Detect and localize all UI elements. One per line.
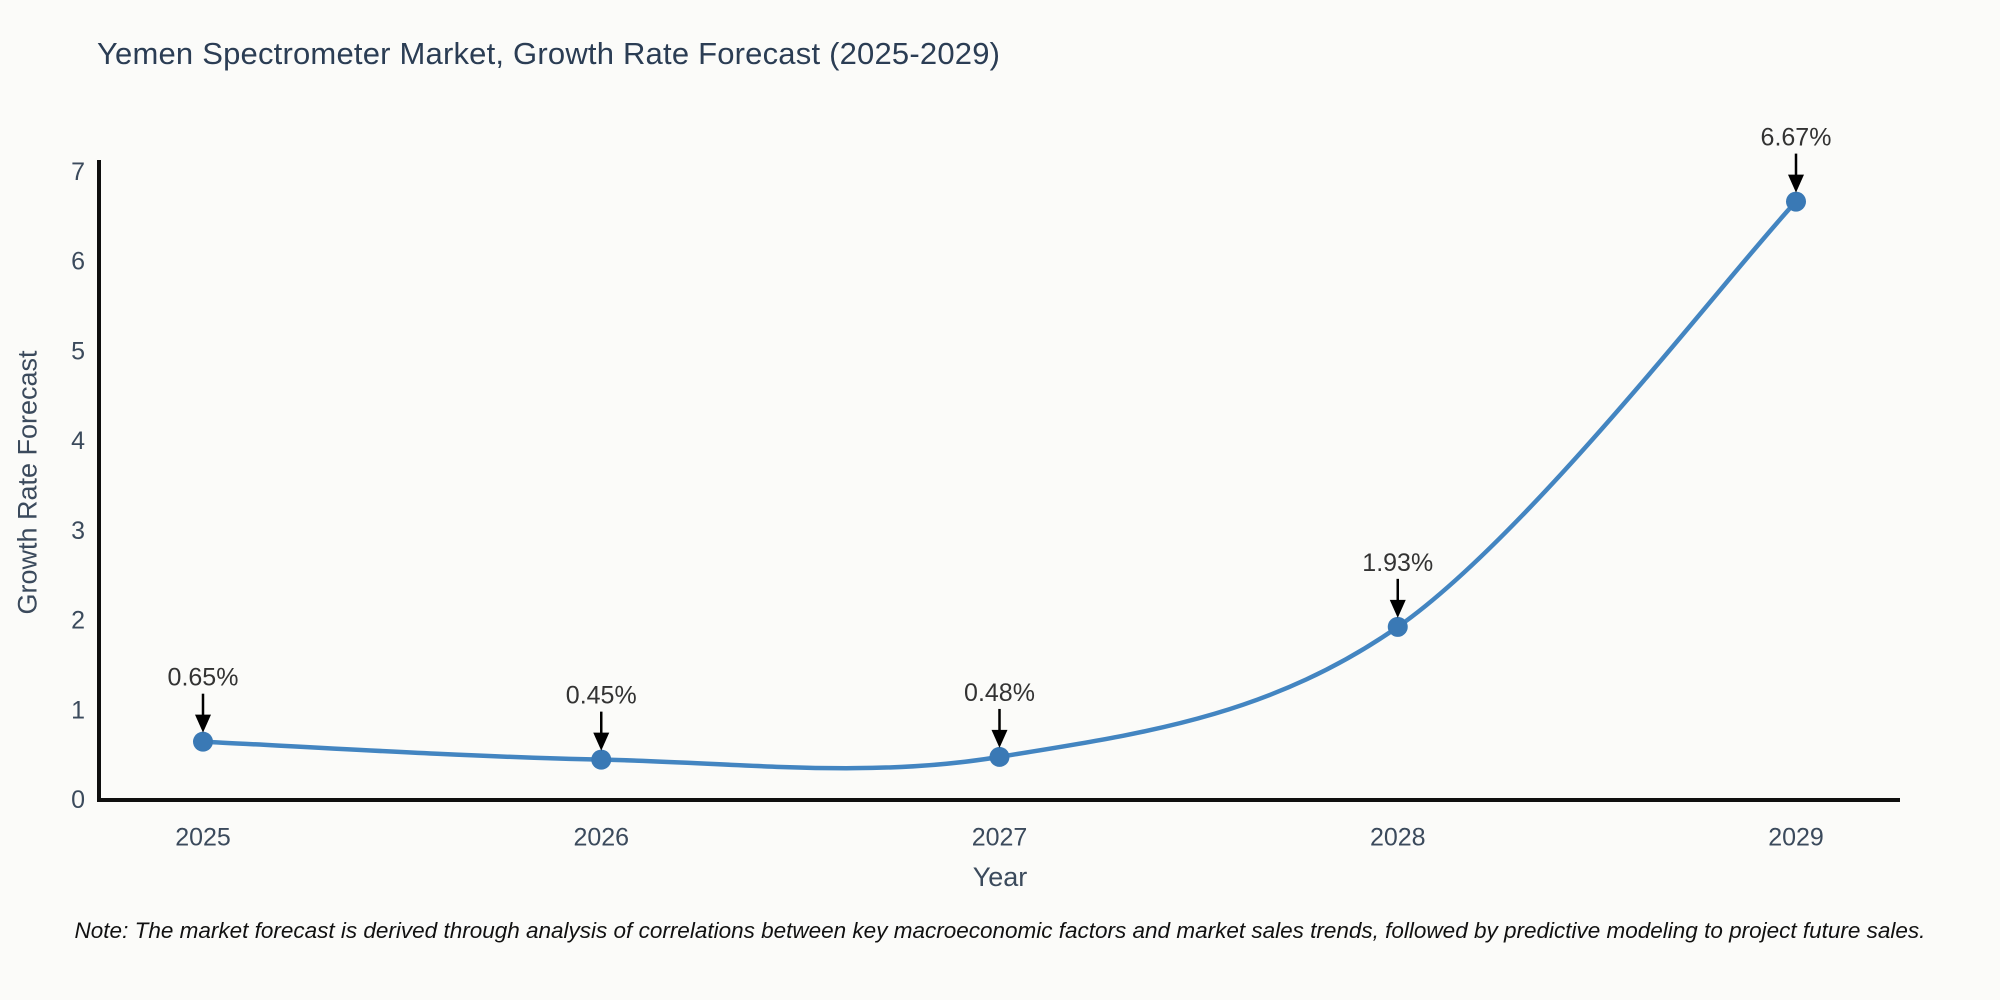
x-tick-label: 2026 <box>573 824 629 852</box>
x-tick-label: 2025 <box>175 824 231 852</box>
annotation-arrowhead <box>991 729 1008 748</box>
annotation-arrowhead <box>593 732 610 751</box>
annotation-label: 0.45% <box>566 682 637 710</box>
y-tick-label: 7 <box>71 158 85 186</box>
annotation-arrowhead <box>1788 174 1804 193</box>
annotation-arrowhead <box>1389 599 1406 618</box>
data-point-marker <box>1387 616 1408 637</box>
chart-note: Note: The market forecast is derived thr… <box>74 918 1926 943</box>
y-tick-label: 3 <box>71 517 85 545</box>
chart-title: Yemen Spectrometer Market, Growth Rate F… <box>97 36 1001 71</box>
y-tick-label: 6 <box>71 248 85 276</box>
x-axis-title: Year <box>972 862 1028 892</box>
annotation-arrowhead <box>195 714 211 733</box>
data-point-marker <box>1786 191 1806 212</box>
x-tick-label: 2028 <box>1370 824 1426 852</box>
y-tick-label: 5 <box>71 337 85 365</box>
series-line <box>200 199 1799 771</box>
y-tick-label: 4 <box>71 427 85 455</box>
data-point-marker <box>989 746 1010 767</box>
x-tick-label: 2027 <box>972 824 1028 852</box>
x-tick-label: 2029 <box>1768 824 1824 852</box>
annotation-label: 1.93% <box>1362 549 1433 577</box>
annotation-label: 0.48% <box>964 679 1035 707</box>
y-tick-label: 0 <box>71 786 85 814</box>
annotation-label: 6.67% <box>1761 124 1832 152</box>
y-tick-label: 2 <box>71 607 85 635</box>
data-point-marker <box>193 731 213 752</box>
y-tick-label: 1 <box>71 696 85 724</box>
annotation-label: 0.65% <box>168 664 239 692</box>
data-point-marker <box>591 749 612 770</box>
